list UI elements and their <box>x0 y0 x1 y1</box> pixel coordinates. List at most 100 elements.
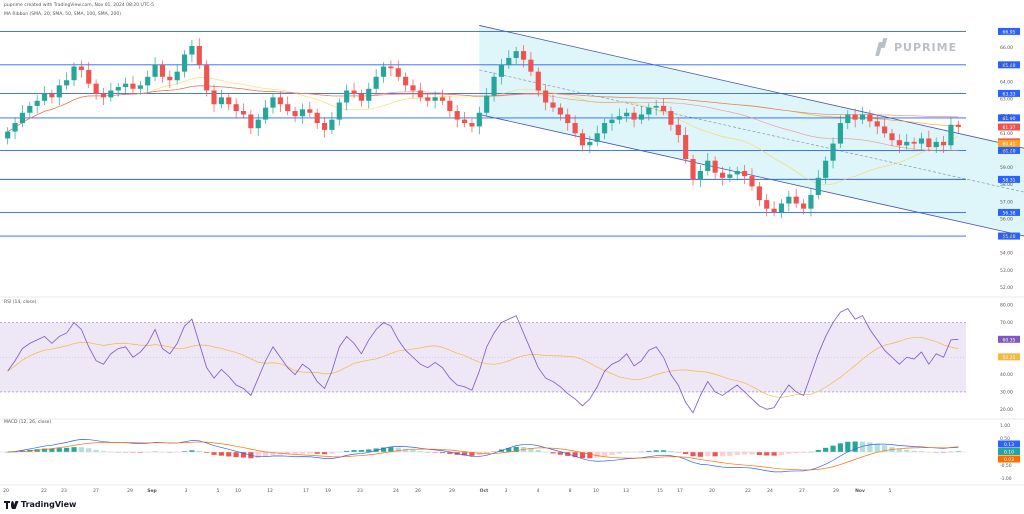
macd-histogram-bar <box>218 452 224 456</box>
macd-histogram-bar <box>815 449 821 452</box>
candle-body <box>528 59 534 72</box>
time-tick-label: 27 <box>93 488 99 494</box>
candle-body <box>358 93 364 101</box>
candle-body <box>697 170 703 180</box>
candle-body <box>852 114 858 120</box>
macd-histogram-bar <box>447 452 453 454</box>
candle-body <box>742 170 748 177</box>
macd-histogram-bar <box>263 452 269 457</box>
macd-histogram-bar <box>852 441 858 452</box>
macd-histogram-bar <box>602 452 608 457</box>
macd-histogram-bar <box>859 441 866 452</box>
price-pane[interactable]: 66.95 65.00 63.33 61.90 60.00 58.31 56.38 55.00… <box>0 25 1024 298</box>
macd-histogram-bar <box>491 451 497 452</box>
candle-body <box>830 143 836 161</box>
candle-body <box>425 97 431 101</box>
time-tick-label: 3 <box>505 488 508 494</box>
candle-body <box>100 93 107 98</box>
candle-body <box>204 64 210 91</box>
candle-body <box>270 97 276 108</box>
candle-body <box>837 123 843 144</box>
level-badge <box>998 208 1020 216</box>
time-tick-label: 22 <box>745 488 751 494</box>
candle-body <box>432 97 438 101</box>
candle-body <box>734 170 740 175</box>
candle-body <box>506 57 512 65</box>
level-label: 66.95 <box>1003 29 1016 35</box>
time-tick-label: 13 <box>623 488 629 494</box>
macd-histogram-bar <box>837 443 843 452</box>
macd-histogram-bar <box>86 448 92 452</box>
candle-body <box>520 51 527 60</box>
candle-body <box>498 64 505 77</box>
time-tick-label: 29 <box>833 488 839 494</box>
candle-body <box>115 87 121 91</box>
macd-histogram-bar <box>211 452 217 455</box>
macd-histogram-bar <box>366 449 372 452</box>
candle-body <box>845 114 851 124</box>
time-axis: 20 22 23 27 29 Sep 3 5 10 12 17 19 23 24 26 29 Oct 3 4 8 10 1… <box>3 488 891 494</box>
macd-histogram-bar <box>683 452 689 455</box>
candle-body <box>152 64 158 77</box>
candle-body <box>439 97 446 101</box>
macd-histogram-bar <box>137 452 143 453</box>
macd-histogram-bar <box>189 450 195 452</box>
candle-body <box>380 66 387 77</box>
price-tick-label: 54.00 <box>1000 251 1013 257</box>
candle-body <box>602 123 608 134</box>
time-tick-label: 17 <box>677 488 683 494</box>
candle-body <box>240 111 247 115</box>
macd-histogram-bar <box>233 452 239 458</box>
candle-body <box>867 114 873 122</box>
candle-body <box>808 194 814 209</box>
macd-histogram-bar <box>461 452 468 456</box>
time-tick-label: 5 <box>217 488 220 494</box>
candle-body <box>778 203 785 213</box>
price-tick-label: 58.00 <box>1000 182 1013 188</box>
candle-body <box>12 123 18 132</box>
candle-body <box>93 83 99 94</box>
candle-body <box>373 76 379 89</box>
time-tick-label: 23 <box>357 488 363 494</box>
macd-histogram-bar <box>93 449 99 452</box>
macd-histogram-bar <box>307 452 313 454</box>
rsi-pane[interactable]: 80.0070.0060.0050.0040.0030.0020.0060.35… <box>0 303 1024 420</box>
macd-histogram-bar <box>557 452 563 455</box>
macd-histogram-bar <box>793 452 799 454</box>
price-badge-label: 60.41 <box>1003 141 1016 147</box>
tradingview-footer[interactable]: TradingView <box>4 500 76 509</box>
candle-body <box>587 141 593 146</box>
macd-histogram-bar <box>616 452 622 454</box>
macd-histogram-bar <box>624 452 630 453</box>
candle-body <box>955 124 961 127</box>
time-tick-label: 20 <box>3 488 9 494</box>
macd-histogram-bar <box>771 452 777 456</box>
candle-body <box>255 119 261 129</box>
candle-body <box>145 76 151 86</box>
candle-body <box>78 66 84 70</box>
macd-histogram-bar <box>71 447 77 452</box>
price-tick-label: 57.00 <box>1000 199 1013 205</box>
macd-histogram-bar <box>506 448 512 452</box>
macd-title: MACD (12, 26, close) <box>4 420 52 425</box>
candle-body <box>911 141 917 144</box>
time-tick-label: 5 <box>889 488 892 494</box>
candle-body <box>344 90 350 103</box>
time-tick-label: 10 <box>593 488 599 494</box>
rsi-tick-label: 40.00 <box>1000 372 1013 378</box>
candle-body <box>263 107 269 120</box>
macd-histogram-bar <box>358 450 364 452</box>
time-tick-label: 24 <box>393 488 399 494</box>
macd-badge-label: 0.03 <box>1004 457 1014 463</box>
candle-body <box>565 114 571 124</box>
macd-pane[interactable]: 1.000.500.00-0.50-1.000.130.100.03 <box>0 423 1024 486</box>
macd-histogram-bar <box>469 452 475 456</box>
time-tick-label: 29 <box>449 488 455 494</box>
time-tick-label: 22 <box>41 488 47 494</box>
macd-badge <box>998 455 1020 463</box>
time-tick-label: 24 <box>767 488 773 494</box>
candle-body <box>476 112 482 127</box>
candle-body <box>454 111 460 120</box>
macd-histogram-bar <box>255 452 261 458</box>
